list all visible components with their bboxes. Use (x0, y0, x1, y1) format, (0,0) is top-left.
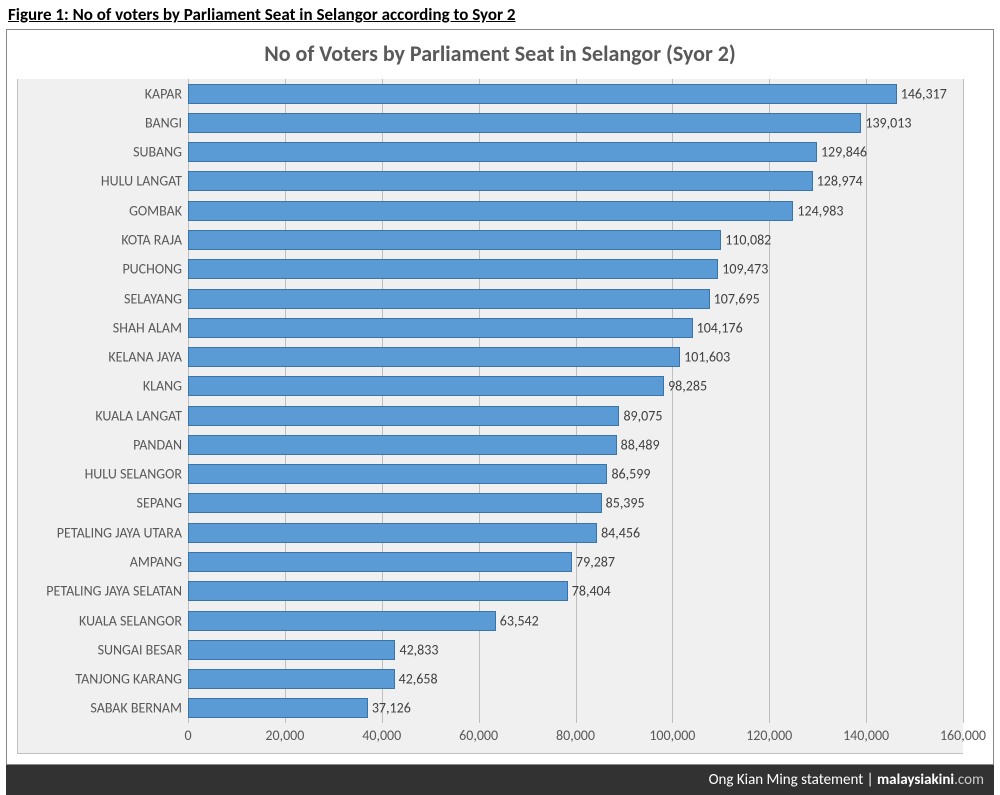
y-category-label: SABAK BERNAM (90, 700, 182, 717)
bar (188, 376, 664, 396)
bar (188, 669, 395, 689)
y-category-label: TANJONG KARANG (75, 671, 182, 688)
bar-value-label: 42,833 (395, 641, 438, 658)
bar (188, 640, 395, 660)
x-axis: 020,00040,00060,00080,000100,000120,0001… (188, 723, 963, 753)
y-category-label: KAPAR (145, 85, 182, 102)
credit-separator: | (863, 771, 877, 789)
bar (188, 171, 813, 191)
y-category-label: SEPANG (137, 495, 182, 512)
y-category-label: KOTA RAJA (121, 232, 182, 249)
y-category-label: PETALING JAYA UTARA (57, 524, 182, 541)
y-category-label: PUCHONG (122, 261, 182, 278)
bar (188, 698, 368, 718)
y-category-label: BANGI (145, 114, 182, 131)
bar-value-label: 146,317 (897, 85, 947, 102)
x-tick-label: 100,000 (649, 727, 695, 744)
bar-value-label: 84,456 (597, 524, 640, 541)
figure-caption: Figure 1: No of voters by Parliament Sea… (0, 0, 1000, 27)
bar (188, 523, 597, 543)
bar-value-label: 42,658 (395, 671, 438, 688)
bar-value-label: 88,489 (617, 436, 660, 453)
bar (188, 406, 619, 426)
bar-value-label: 63,542 (496, 612, 539, 629)
bar (188, 259, 718, 279)
y-category-label: SHAH ALAM (113, 319, 182, 336)
credit-brand: malaysiakini (877, 771, 954, 789)
bar (188, 464, 607, 484)
bar (188, 230, 721, 250)
bar (188, 435, 617, 455)
credit-statement: Ong Kian Ming statement (709, 771, 864, 789)
x-tick-label: 0 (184, 727, 191, 744)
x-tick-label: 80,000 (556, 727, 595, 744)
bar-value-label: 129,846 (817, 144, 867, 161)
bar-value-label: 79,287 (572, 554, 615, 571)
bar-value-label: 98,285 (664, 378, 707, 395)
y-category-label: KUALA SELANGOR (79, 612, 182, 629)
bar (188, 581, 568, 601)
x-tick-label: 160,000 (940, 727, 986, 744)
y-category-label: SUNGAI BESAR (98, 641, 182, 658)
gridline (866, 79, 867, 723)
bar-value-label: 139,013 (861, 114, 911, 131)
chart-container: No of Voters by Parliament Seat in Selan… (6, 29, 994, 765)
x-tick-label: 140,000 (843, 727, 889, 744)
x-tick-label: 60,000 (459, 727, 498, 744)
bar (188, 113, 861, 133)
bar-value-label: 110,082 (721, 232, 771, 249)
bar-value-label: 78,404 (568, 583, 611, 600)
plot-area: KAPAR BANGI SUBANG HULU LANGAT GOMBAK KOTA RA… (17, 79, 963, 754)
x-tick-label: 120,000 (746, 727, 792, 744)
bar-value-label: 101,603 (680, 349, 730, 366)
bar-value-label: 124,983 (793, 202, 843, 219)
y-category-label: GOMBAK (129, 202, 182, 219)
bar-value-label: 107,695 (710, 290, 760, 307)
bar-value-label: 85,395 (602, 495, 645, 512)
bar (188, 201, 793, 221)
y-category-label: PETALING JAYA SELATAN (46, 583, 182, 600)
y-category-label: KLANG (143, 378, 182, 395)
bar (188, 347, 680, 367)
grid-area: 146,317 139,013 129,846 128,974 124,983 110,0… (188, 79, 963, 723)
gridline (963, 79, 964, 723)
y-category-label: SUBANG (133, 144, 182, 161)
bar-value-label: 37,126 (368, 700, 411, 717)
y-category-label: SELAYANG (124, 290, 182, 307)
y-axis-labels: KAPAR BANGI SUBANG HULU LANGAT GOMBAK KOTA RA… (18, 79, 188, 723)
y-category-label: AMPANG (130, 554, 182, 571)
bar-value-label: 86,599 (607, 466, 650, 483)
bar (188, 493, 602, 513)
y-category-label: KUALA LANGAT (95, 407, 182, 424)
bar (188, 552, 572, 572)
y-category-label: HULU SELANGOR (85, 466, 182, 483)
bar (188, 84, 897, 104)
y-category-label: PANDAN (133, 436, 182, 453)
x-tick-label: 40,000 (362, 727, 401, 744)
bar-value-label: 104,176 (693, 319, 743, 336)
bar (188, 142, 817, 162)
y-category-label: KELANA JAYA (108, 349, 182, 366)
bar (188, 318, 693, 338)
bar (188, 289, 710, 309)
bar-value-label: 128,974 (813, 173, 863, 190)
credit-suffix: .com (954, 771, 984, 789)
y-category-label: HULU LANGAT (101, 173, 182, 190)
chart-title: No of Voters by Parliament Seat in Selan… (7, 30, 993, 73)
bar-value-label: 109,473 (718, 261, 768, 278)
x-tick-label: 20,000 (265, 727, 304, 744)
bar (188, 611, 496, 631)
bar-value-label: 89,075 (619, 407, 662, 424)
